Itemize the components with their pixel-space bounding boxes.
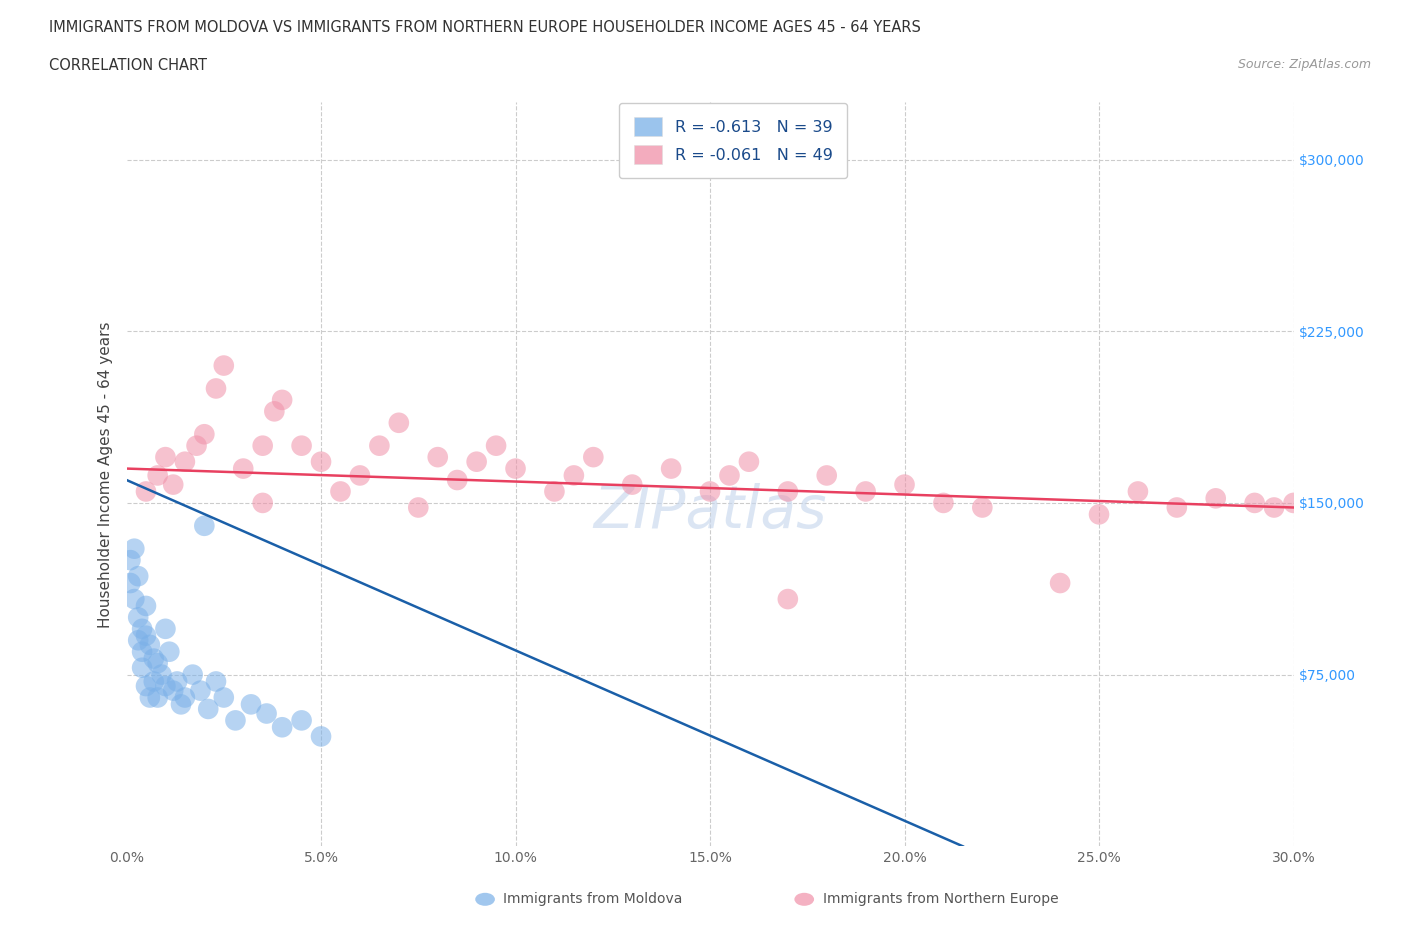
Point — [388, 416, 411, 431]
Point — [309, 729, 332, 744]
Point — [1088, 507, 1111, 522]
Point — [166, 674, 188, 689]
Point — [1049, 576, 1071, 591]
Point — [329, 484, 352, 498]
Point — [1126, 484, 1149, 498]
Point — [150, 667, 173, 682]
Point — [139, 690, 162, 705]
Point — [290, 438, 312, 453]
Point — [174, 454, 197, 469]
Point — [135, 679, 157, 694]
Point — [124, 541, 146, 556]
Point — [146, 690, 169, 705]
Point — [240, 697, 263, 711]
Point — [174, 690, 197, 705]
Point — [127, 610, 149, 625]
Point — [972, 500, 994, 515]
Point — [190, 684, 212, 698]
Point — [446, 472, 468, 487]
Point — [932, 496, 955, 511]
Point — [193, 427, 215, 442]
Point — [135, 484, 157, 498]
Point — [131, 644, 153, 659]
Point — [135, 599, 157, 614]
Point — [426, 450, 449, 465]
Point — [162, 684, 184, 698]
Text: Immigrants from Moldova: Immigrants from Moldova — [503, 892, 683, 907]
Point — [408, 500, 430, 515]
Point — [815, 468, 838, 483]
Point — [256, 706, 278, 721]
Point — [1263, 500, 1285, 515]
Text: IMMIGRANTS FROM MOLDOVA VS IMMIGRANTS FROM NORTHERN EUROPE HOUSEHOLDER INCOME AG: IMMIGRANTS FROM MOLDOVA VS IMMIGRANTS FR… — [49, 20, 921, 35]
Point — [738, 454, 761, 469]
Point — [155, 621, 177, 636]
Text: Source: ZipAtlas.com: Source: ZipAtlas.com — [1237, 58, 1371, 71]
Point — [135, 629, 157, 644]
Point — [193, 518, 215, 533]
Point — [155, 679, 177, 694]
Point — [776, 591, 799, 606]
Point — [659, 461, 682, 476]
Point — [142, 651, 165, 666]
Point — [127, 569, 149, 584]
Point — [776, 484, 799, 498]
Point — [170, 697, 193, 711]
Point — [131, 660, 153, 675]
Point — [139, 637, 162, 652]
Point — [271, 392, 294, 407]
Point — [290, 713, 312, 728]
Text: Immigrants from Northern Europe: Immigrants from Northern Europe — [823, 892, 1059, 907]
Point — [127, 632, 149, 647]
Y-axis label: Householder Income Ages 45 - 64 years: Householder Income Ages 45 - 64 years — [97, 321, 112, 628]
Point — [1205, 491, 1227, 506]
Legend: R = -0.613   N = 39, R = -0.061   N = 49: R = -0.613 N = 39, R = -0.061 N = 49 — [619, 103, 848, 178]
Point — [465, 454, 488, 469]
Point — [271, 720, 294, 735]
Point — [212, 358, 235, 373]
Point — [368, 438, 391, 453]
Point — [205, 674, 228, 689]
Point — [146, 468, 169, 483]
Point — [142, 674, 165, 689]
Point — [205, 381, 228, 396]
Text: ZIPatlas: ZIPatlas — [593, 483, 827, 540]
Point — [224, 713, 246, 728]
Point — [197, 701, 219, 716]
Point — [181, 667, 204, 682]
Point — [212, 690, 235, 705]
Point — [146, 656, 169, 671]
Point — [543, 484, 565, 498]
Point — [485, 438, 508, 453]
Point — [120, 576, 142, 591]
Point — [162, 477, 184, 492]
Point — [232, 461, 254, 476]
Point — [252, 496, 274, 511]
Point — [893, 477, 915, 492]
Point — [1166, 500, 1188, 515]
Text: CORRELATION CHART: CORRELATION CHART — [49, 58, 207, 73]
Point — [263, 404, 285, 418]
Point — [349, 468, 371, 483]
Point — [309, 454, 332, 469]
Point — [131, 621, 153, 636]
Point — [582, 450, 605, 465]
Point — [124, 591, 146, 606]
Point — [855, 484, 877, 498]
Point — [562, 468, 585, 483]
Point — [186, 438, 208, 453]
Point — [699, 484, 721, 498]
Point — [621, 477, 644, 492]
Point — [120, 552, 142, 567]
Point — [1243, 496, 1265, 511]
Point — [155, 450, 177, 465]
Point — [1282, 496, 1305, 511]
Point — [157, 644, 180, 659]
Point — [718, 468, 741, 483]
Point — [505, 461, 527, 476]
Point — [252, 438, 274, 453]
